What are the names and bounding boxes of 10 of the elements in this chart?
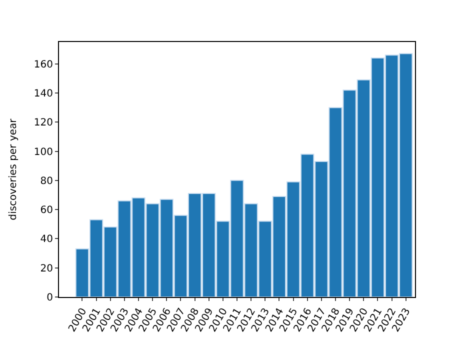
y-tick-label: 0 (46, 292, 53, 304)
y-tick-label: 80 (40, 176, 53, 187)
y-tick-label: 100 (34, 146, 53, 158)
y-tick-label: 20 (40, 263, 53, 274)
y-tick-label: 160 (34, 59, 53, 70)
y-tick-label: 40 (40, 234, 53, 246)
y-tick-label: 60 (40, 205, 53, 216)
y-tick-label: 120 (34, 118, 53, 129)
y-tick-label: 140 (34, 88, 53, 100)
y-axis-title: discoveries per year (8, 118, 19, 220)
